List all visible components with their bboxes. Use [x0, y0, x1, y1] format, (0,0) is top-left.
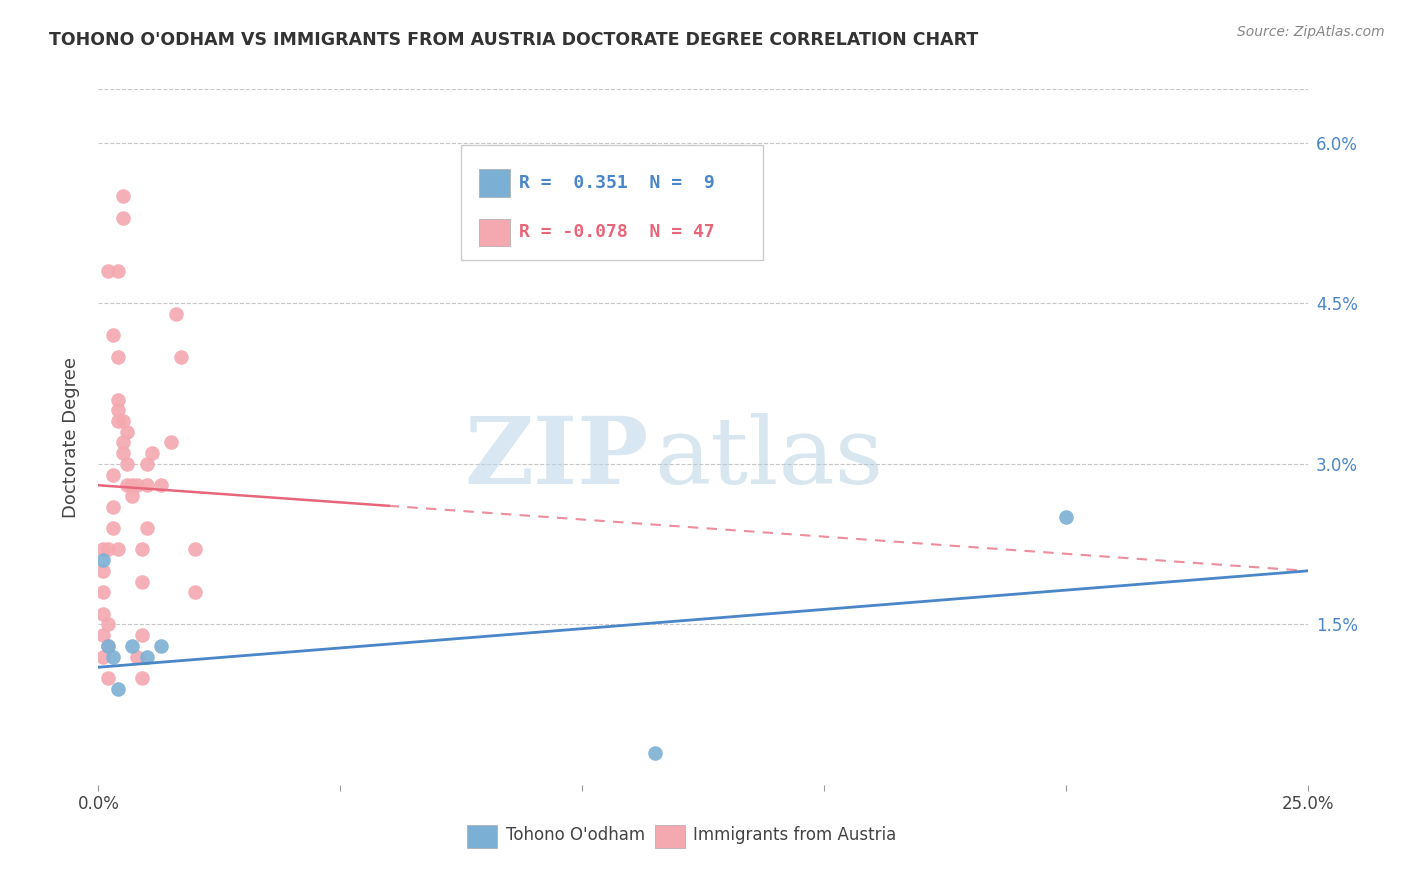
Point [107, 392, 129, 407]
Point [97, 542, 120, 557]
Point [107, 403, 129, 417]
Text: Immigrants from Austria: Immigrants from Austria [693, 826, 897, 844]
Point [150, 478, 173, 492]
Point [97, 639, 120, 653]
Text: Tohono O'odham: Tohono O'odham [506, 826, 645, 844]
Text: R = -0.078  N = 47: R = -0.078 N = 47 [519, 224, 716, 242]
Point [91, 553, 114, 567]
Point [135, 521, 157, 535]
Point [91, 564, 114, 578]
Point [97, 671, 120, 685]
Text: ZIP: ZIP [464, 413, 648, 503]
FancyBboxPatch shape [655, 825, 685, 847]
Point [111, 211, 134, 225]
Point [91, 607, 114, 621]
Point [184, 585, 207, 599]
Point [97, 617, 120, 632]
Point [91, 542, 114, 557]
Point [91, 649, 114, 664]
Point [127, 478, 149, 492]
Point [121, 478, 143, 492]
Point [107, 264, 129, 278]
Point [135, 478, 157, 492]
Point [107, 414, 129, 428]
Point [117, 478, 139, 492]
Point [127, 649, 149, 664]
Point [117, 425, 139, 439]
Point [101, 467, 124, 482]
Point [101, 521, 124, 535]
Point [101, 328, 124, 343]
Text: TOHONO O'ODHAM VS IMMIGRANTS FROM AUSTRIA DOCTORATE DEGREE CORRELATION CHART: TOHONO O'ODHAM VS IMMIGRANTS FROM AUSTRI… [49, 31, 979, 49]
Point [165, 307, 187, 321]
Point [131, 671, 153, 685]
Point [160, 435, 183, 450]
Point [117, 457, 139, 471]
Point [131, 574, 153, 589]
Point [111, 446, 134, 460]
Point [111, 414, 134, 428]
Point [111, 189, 134, 203]
Point [141, 446, 163, 460]
Point [150, 639, 173, 653]
Point [1054, 510, 1077, 524]
Point [131, 628, 153, 642]
Text: atlas: atlas [655, 413, 884, 503]
Point [169, 350, 191, 364]
Point [107, 350, 129, 364]
Point [107, 542, 129, 557]
Point [131, 542, 153, 557]
Point [184, 542, 207, 557]
Point [91, 628, 114, 642]
Point [121, 489, 143, 503]
Point [121, 639, 143, 653]
Point [111, 435, 134, 450]
Point [97, 264, 120, 278]
Text: R =  0.351  N =  9: R = 0.351 N = 9 [519, 174, 716, 192]
Point [644, 746, 666, 760]
Point [135, 457, 157, 471]
FancyBboxPatch shape [479, 169, 509, 197]
Point [97, 639, 120, 653]
Y-axis label: Doctorate Degree: Doctorate Degree [62, 357, 80, 517]
Point [91, 585, 114, 599]
Text: Source: ZipAtlas.com: Source: ZipAtlas.com [1237, 25, 1385, 39]
Point [101, 649, 124, 664]
FancyBboxPatch shape [479, 219, 509, 246]
FancyBboxPatch shape [467, 825, 498, 847]
Point [135, 649, 157, 664]
Point [101, 500, 124, 514]
Point [107, 681, 129, 696]
FancyBboxPatch shape [461, 145, 763, 260]
